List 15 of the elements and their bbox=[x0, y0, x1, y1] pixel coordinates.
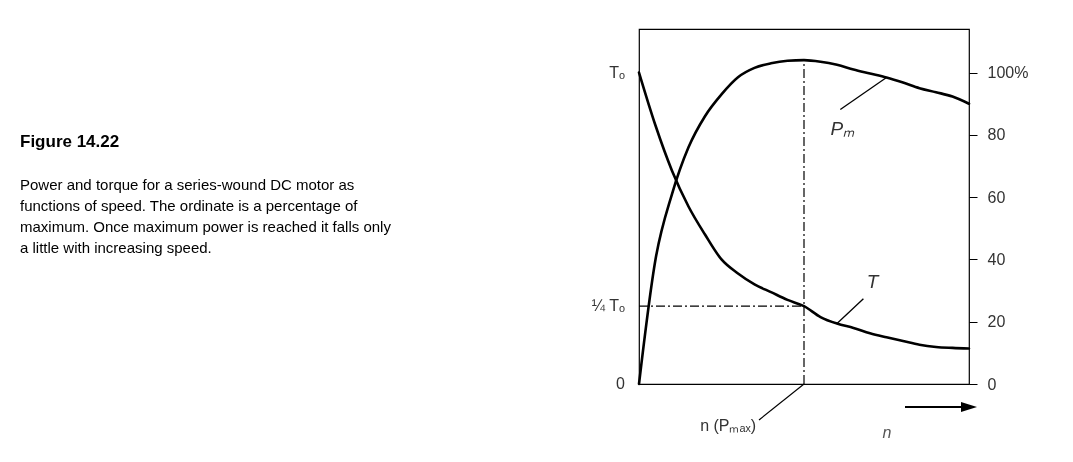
text: n (Pₘₐₓ) bbox=[700, 417, 756, 434]
ref-line-label: ¼ Tₒ bbox=[591, 297, 625, 315]
y-tick-label: 80 bbox=[987, 126, 1006, 144]
text: Figure 14.22 bbox=[20, 132, 121, 152]
text: Power and torque for a series-wound DC motor as functions of speed. The ordinate is a percentage of maximum. Once maximum power is reached it falls only a little with increasing speed. bbox=[20, 175, 392, 258]
y-tick-label: 20 bbox=[987, 313, 1006, 331]
x-axis-title: n bbox=[882, 423, 892, 441]
y-tick-label: 0 bbox=[987, 375, 997, 393]
text: Tₒ bbox=[609, 63, 625, 81]
y-tick-label: 100% bbox=[987, 64, 1029, 82]
y-tick-label: 60 bbox=[987, 188, 1006, 206]
y-tick-label: 40 bbox=[987, 250, 1006, 268]
legend-label: Pₘ bbox=[830, 118, 856, 140]
text: T bbox=[866, 270, 880, 292]
text: 0 bbox=[616, 375, 626, 392]
